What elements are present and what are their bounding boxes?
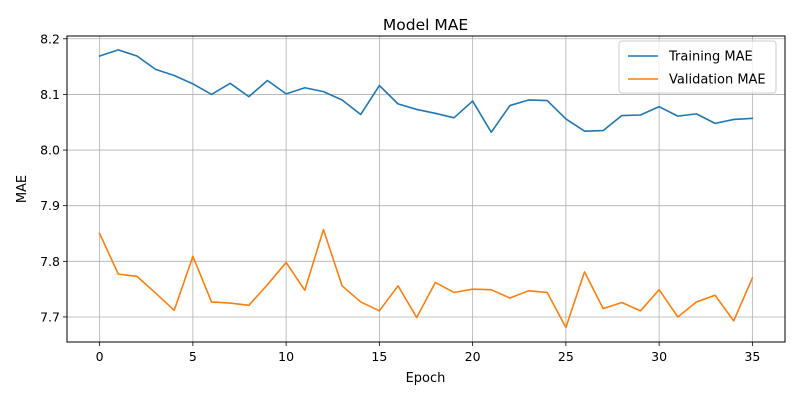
- x-tick-label: 25: [558, 349, 574, 364]
- x-tick-label: 5: [189, 349, 197, 364]
- x-tick-label: 35: [744, 349, 760, 364]
- x-tick-label: 20: [465, 349, 481, 364]
- x-tick-label: 10: [278, 349, 294, 364]
- axis-ticks: 0 5 10 15 20 25 30 35 7.7 7.8 7.9 8.0 8.1 8.2: [40, 31, 760, 364]
- y-tick-label: 7.8: [40, 254, 60, 269]
- y-tick-label: 7.9: [40, 198, 60, 213]
- x-axis-title: Epoch: [406, 371, 446, 386]
- y-tick-label: 8.2: [40, 31, 60, 46]
- x-tick-label: 0: [96, 349, 104, 364]
- x-tick-label: 30: [651, 349, 667, 364]
- validation-mae-line: [98, 228, 754, 329]
- y-tick-label: 8.1: [40, 87, 60, 102]
- legend-label-validation: Validation MAE: [669, 73, 766, 88]
- plot-frame: [66, 35, 786, 343]
- y-axis-title: MAE: [15, 175, 30, 203]
- training-mae-line: [98, 49, 754, 134]
- y-tick-label: 8.0: [40, 143, 60, 158]
- legend: Training MAE Validation MAE: [618, 40, 777, 94]
- chart-title: Model MAE: [383, 16, 468, 34]
- legend-label-training: Training MAE: [668, 50, 753, 65]
- series-lines: [98, 49, 754, 329]
- y-tick-label: 7.7: [40, 309, 60, 324]
- x-tick-label: 15: [371, 349, 387, 364]
- legend-box: [618, 40, 777, 94]
